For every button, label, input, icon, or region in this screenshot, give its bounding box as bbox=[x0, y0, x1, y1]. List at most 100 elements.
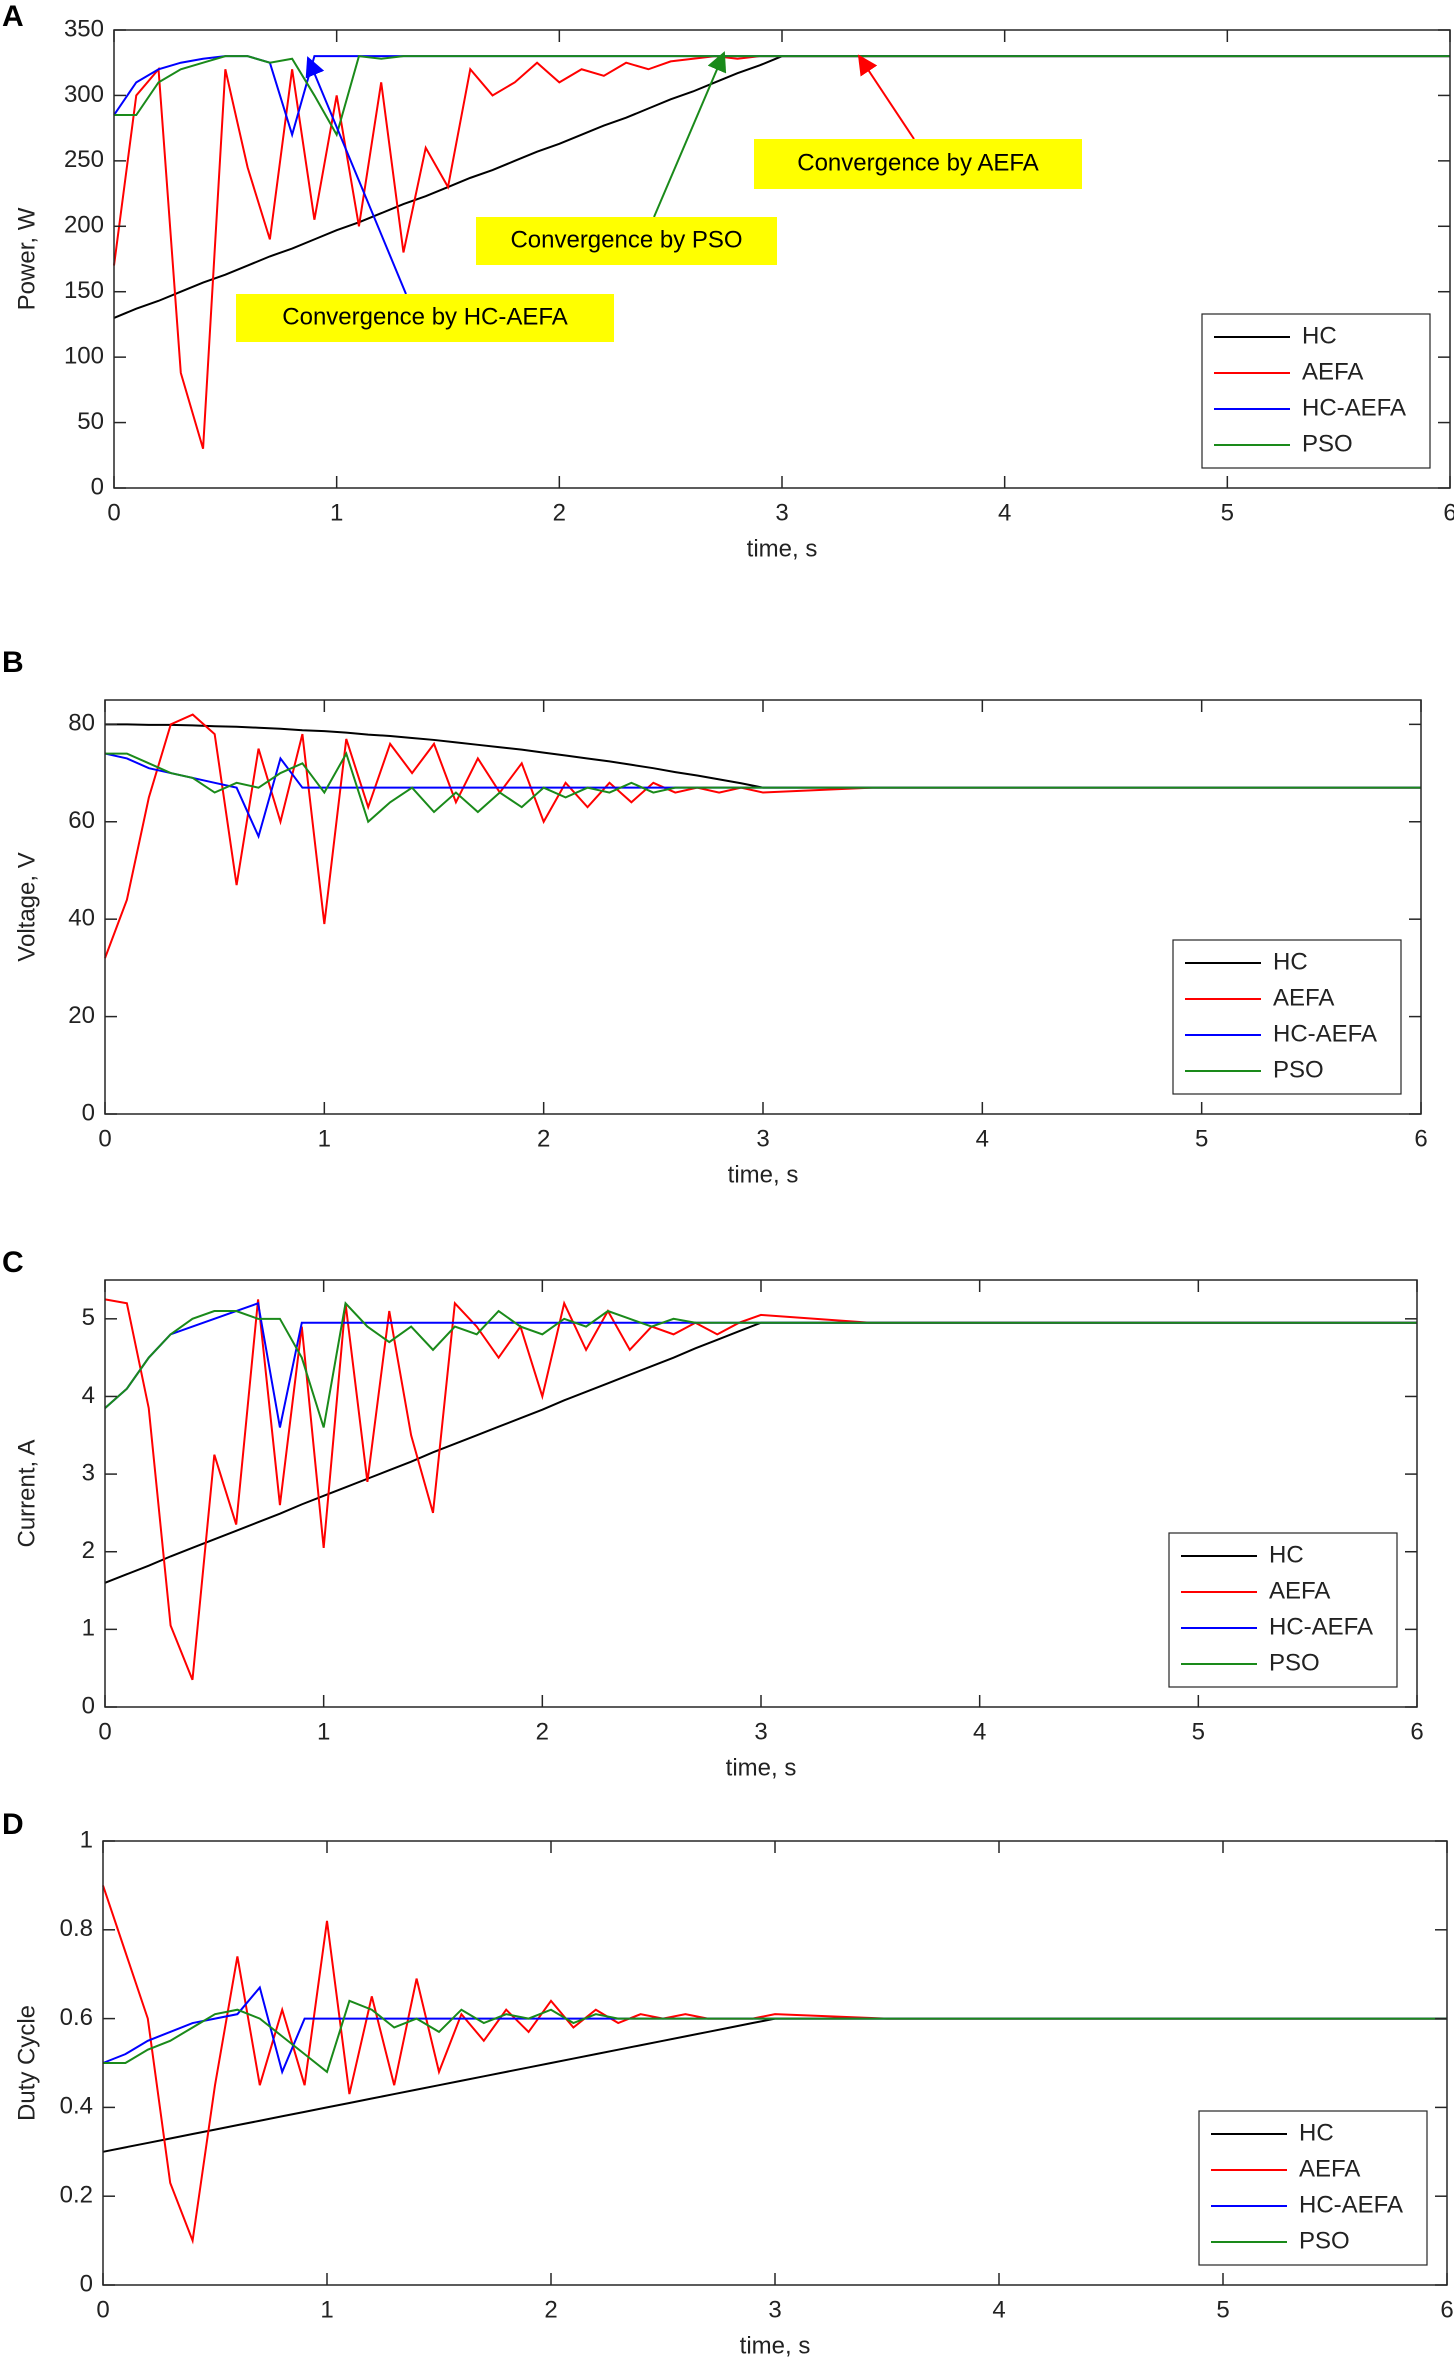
y-tick-label: 0.2 bbox=[60, 2182, 93, 2209]
x-tick-label: 4 bbox=[992, 2296, 1005, 2323]
x-tick-label: 6 bbox=[1410, 1718, 1423, 1745]
legend-label: AEFA bbox=[1269, 1577, 1330, 1604]
x-tick-label: 3 bbox=[754, 1718, 767, 1745]
x-tick-label: 3 bbox=[775, 499, 788, 526]
y-tick-label: 0.4 bbox=[60, 2093, 93, 2120]
x-tick-label: 6 bbox=[1443, 499, 1454, 526]
legend-label: HC bbox=[1302, 322, 1337, 349]
x-tick-label: 6 bbox=[1414, 1125, 1427, 1152]
chart: D 0 1 2 3 4 5 6 0 0.2 0.4 0.6 0.8 1 time, s Duty Cycle H… bbox=[2, 1808, 1454, 2359]
x-tick-label: 6 bbox=[1440, 2296, 1453, 2323]
series-line bbox=[105, 751, 1421, 824]
legend-box bbox=[1172, 939, 1402, 1095]
x-tick-label: 2 bbox=[537, 1125, 550, 1152]
x-tick-label: 5 bbox=[1216, 2296, 1229, 2323]
series-line bbox=[104, 1301, 1417, 1428]
y-tick-label: 300 bbox=[64, 81, 104, 108]
legend-label: AEFA bbox=[1299, 2155, 1360, 2182]
panel-label: A bbox=[2, 0, 24, 33]
legend-label: PSO bbox=[1269, 1649, 1320, 1676]
y-tick-label: 1 bbox=[80, 1826, 93, 1853]
series-line bbox=[102, 1885, 1447, 2245]
x-tick-label: 1 bbox=[318, 1125, 331, 1152]
y-tick-label: 0 bbox=[82, 1099, 95, 1126]
legend-label: PSO bbox=[1302, 430, 1353, 457]
x-tick-label: 2 bbox=[536, 1718, 549, 1745]
x-tick-label: 4 bbox=[976, 1125, 989, 1152]
legend-label: PSO bbox=[1299, 2227, 1350, 2254]
x-tick-label: 5 bbox=[1192, 1718, 1205, 1745]
series-line bbox=[103, 1999, 1447, 2074]
x-tick-label: 1 bbox=[330, 499, 343, 526]
annotation-arrow bbox=[857, 54, 915, 140]
y-tick-label: 80 bbox=[68, 710, 95, 737]
annotation-text: Convergence by HC-AEFA bbox=[282, 303, 567, 330]
y-tick-label: 0 bbox=[80, 2270, 93, 2297]
x-tick-label: 0 bbox=[98, 1718, 111, 1745]
y-tick-label: 3 bbox=[82, 1459, 95, 1486]
legend-label: PSO bbox=[1273, 1056, 1324, 1083]
legend-label: HC-AEFA bbox=[1273, 1020, 1377, 1047]
legend-box bbox=[1168, 1532, 1398, 1688]
x-tick-label: 5 bbox=[1195, 1125, 1208, 1152]
annotation-text: Convergence by PSO bbox=[510, 226, 742, 253]
legend: HC AEFA HC-AEFA PSO bbox=[1172, 939, 1402, 1095]
y-tick-label: 350 bbox=[64, 15, 104, 42]
x-tick-label: 0 bbox=[98, 1125, 111, 1152]
legend-label: HC-AEFA bbox=[1299, 2191, 1403, 2218]
y-tick-label: 20 bbox=[68, 1002, 95, 1029]
y-tick-label: 60 bbox=[68, 807, 95, 834]
legend-label: AEFA bbox=[1273, 984, 1334, 1011]
legend-box bbox=[1201, 313, 1431, 469]
x-tick-label: 4 bbox=[973, 1718, 986, 1745]
annotation-text: Convergence by AEFA bbox=[797, 149, 1038, 176]
annotation-arrow bbox=[305, 56, 407, 295]
x-tick-label: 3 bbox=[756, 1125, 769, 1152]
x-tick-label: 5 bbox=[1221, 499, 1234, 526]
y-axis-label: Power, W bbox=[13, 207, 40, 310]
x-tick-label: 3 bbox=[768, 2296, 781, 2323]
annotation-arrow bbox=[653, 51, 727, 218]
x-tick-label: 2 bbox=[544, 2296, 557, 2323]
y-tick-label: 250 bbox=[64, 146, 104, 173]
y-tick-label: 40 bbox=[68, 905, 95, 932]
legend-box bbox=[1198, 2110, 1428, 2266]
legend: HC AEFA HC-AEFA PSO bbox=[1198, 2110, 1428, 2266]
x-axis-label: time, s bbox=[728, 1161, 799, 1188]
x-axis-label: time, s bbox=[726, 1754, 797, 1781]
x-axis-label: time, s bbox=[747, 535, 818, 562]
y-axis-label: Voltage, V bbox=[13, 852, 40, 961]
x-tick-label: 2 bbox=[553, 499, 566, 526]
chart: C 0 1 2 3 4 5 6 0 1 2 3 4 5 time, s Current, A HC AEFA HC-… bbox=[2, 1246, 1424, 1781]
y-tick-label: 0.6 bbox=[60, 2004, 93, 2031]
legend-label: AEFA bbox=[1302, 358, 1363, 385]
x-axis-label: time, s bbox=[740, 2332, 811, 2359]
x-tick-label: 1 bbox=[320, 2296, 333, 2323]
legend-label: HC-AEFA bbox=[1269, 1613, 1373, 1640]
y-tick-label: 150 bbox=[64, 277, 104, 304]
legend: HC AEFA HC-AEFA PSO bbox=[1168, 1532, 1398, 1688]
legend: HC AEFA HC-AEFA PSO bbox=[1201, 313, 1431, 469]
panel-label: C bbox=[2, 1246, 24, 1279]
y-tick-label: 0.8 bbox=[60, 1915, 93, 1942]
panel-label: D bbox=[2, 1808, 24, 1841]
legend-label: HC-AEFA bbox=[1302, 394, 1406, 421]
y-axis-label: Duty Cycle bbox=[13, 2005, 40, 2121]
y-tick-label: 0 bbox=[82, 1692, 95, 1719]
chart: A 0 1 2 3 4 5 6 0 50 100 150 200 250 300 350 time, s Powe… bbox=[2, 0, 1454, 562]
x-tick-label: 4 bbox=[998, 499, 1011, 526]
series-line bbox=[104, 1298, 1417, 1681]
series-line bbox=[114, 55, 1450, 138]
y-tick-label: 2 bbox=[82, 1537, 95, 1564]
panel-label: B bbox=[2, 646, 24, 679]
annotation-box bbox=[476, 217, 777, 265]
y-tick-label: 200 bbox=[64, 212, 104, 239]
y-tick-label: 1 bbox=[82, 1615, 95, 1642]
y-tick-label: 50 bbox=[77, 408, 104, 435]
y-tick-label: 0 bbox=[91, 473, 104, 500]
y-tick-label: 4 bbox=[82, 1382, 95, 1409]
legend-label: HC bbox=[1273, 948, 1308, 975]
x-tick-label: 0 bbox=[107, 499, 120, 526]
x-tick-label: 1 bbox=[317, 1718, 330, 1745]
